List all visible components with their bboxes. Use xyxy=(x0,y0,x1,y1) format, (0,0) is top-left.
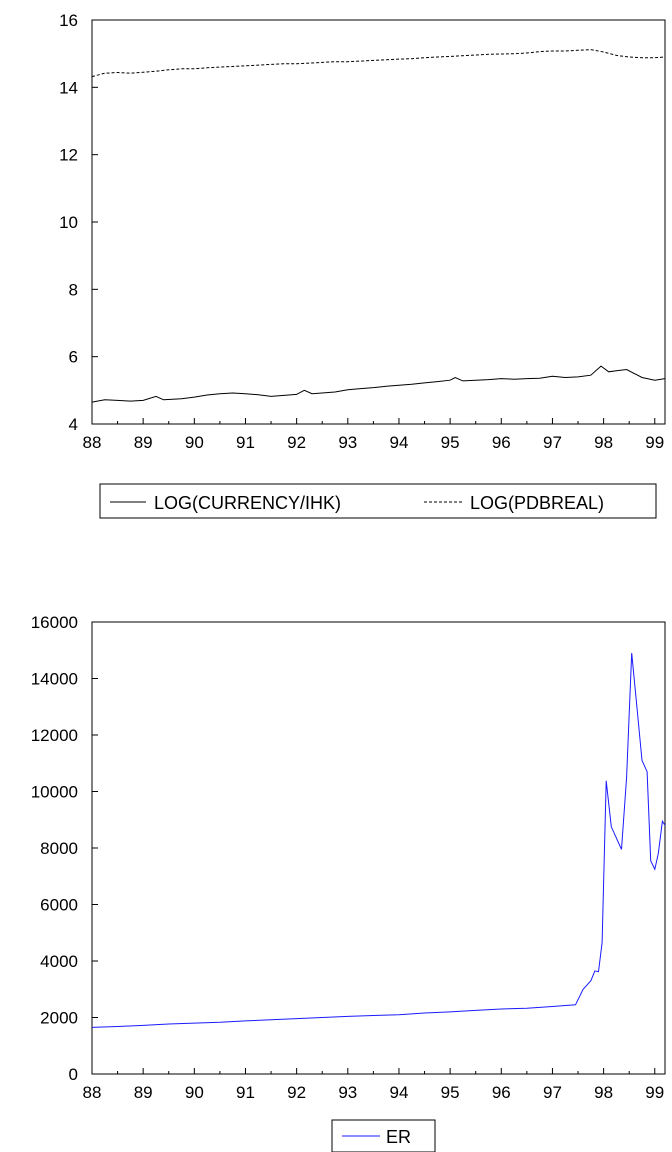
plot-frame-bottom xyxy=(91,621,666,1075)
x-tick-label: 89 xyxy=(134,433,153,452)
legend-bottom: ER xyxy=(331,1119,436,1152)
x-tick-label: 95 xyxy=(441,433,460,452)
x-tick-label: 93 xyxy=(338,433,357,452)
y-tick-label: 12 xyxy=(59,146,78,165)
series-line-log-pdbreal xyxy=(91,49,666,78)
y-tick-label: 8 xyxy=(69,280,78,299)
y-tick-label: 2000 xyxy=(40,1009,78,1028)
x-tick-label: 97 xyxy=(543,1083,562,1102)
x-tick-label: 97 xyxy=(543,433,562,452)
x-tick-label: 90 xyxy=(185,433,204,452)
y-tick-label: 0 xyxy=(69,1065,78,1084)
series-line-log-currency-ihk xyxy=(91,365,666,403)
x-tick-label: 94 xyxy=(390,433,409,452)
x-tick-label: 98 xyxy=(594,433,613,452)
x-tick-label: 88 xyxy=(83,433,102,452)
x-tick-label: 93 xyxy=(338,1083,357,1102)
legend-label-currency: LOG(CURRENCY/IHK) xyxy=(154,493,341,513)
x-tick-label: 96 xyxy=(492,433,511,452)
x-tick-label: 99 xyxy=(645,1083,664,1102)
x-tick-label: 90 xyxy=(185,1083,204,1102)
x-tick-label: 99 xyxy=(645,433,664,452)
y-tick-label: 12000 xyxy=(31,726,78,745)
x-tick-label: 92 xyxy=(287,433,306,452)
plot-frame-top xyxy=(91,19,666,425)
y-tick-label: 16 xyxy=(59,11,78,30)
legend-top: LOG(CURRENCY/IHK) LOG(PDBREAL) xyxy=(99,483,657,519)
y-tick-label: 6000 xyxy=(40,896,78,915)
x-tick-label: 88 xyxy=(83,1083,102,1102)
y-tick-label: 6 xyxy=(69,348,78,367)
x-tick-label: 92 xyxy=(287,1083,306,1102)
x-tick-label: 98 xyxy=(594,1083,613,1102)
y-tick-label: 16000 xyxy=(31,613,78,632)
y-tick-label: 8000 xyxy=(40,839,78,858)
x-tick-label: 91 xyxy=(236,433,255,452)
chart-er: 88 89 90 91 92 93 94 95 96 97 98 99 0 2000 4000 6000 80… xyxy=(31,613,666,1152)
series-line-er xyxy=(91,653,666,1028)
y-tick-label: 14 xyxy=(59,78,78,97)
legend-label-pdbreal: LOG(PDBREAL) xyxy=(470,493,604,513)
x-tick-label: 94 xyxy=(390,1083,409,1102)
x-tick-label: 96 xyxy=(492,1083,511,1102)
legend-label-er: ER xyxy=(386,1127,411,1147)
y-tick-label: 10000 xyxy=(31,783,78,802)
x-tick-label: 95 xyxy=(441,1083,460,1102)
x-tick-label: 91 xyxy=(236,1083,255,1102)
legend-box-top xyxy=(99,483,657,519)
x-tick-label: 89 xyxy=(134,1083,153,1102)
y-tick-label: 4000 xyxy=(40,952,78,971)
y-tick-label: 4 xyxy=(69,415,78,434)
y-tick-label: 14000 xyxy=(31,670,78,689)
chart-log-currency-pdbreal: 88 89 90 91 92 93 94 95 96 97 98 99 4 6 8 10 12 14 16 LOG… xyxy=(59,11,666,519)
y-tick-label: 10 xyxy=(59,213,78,232)
